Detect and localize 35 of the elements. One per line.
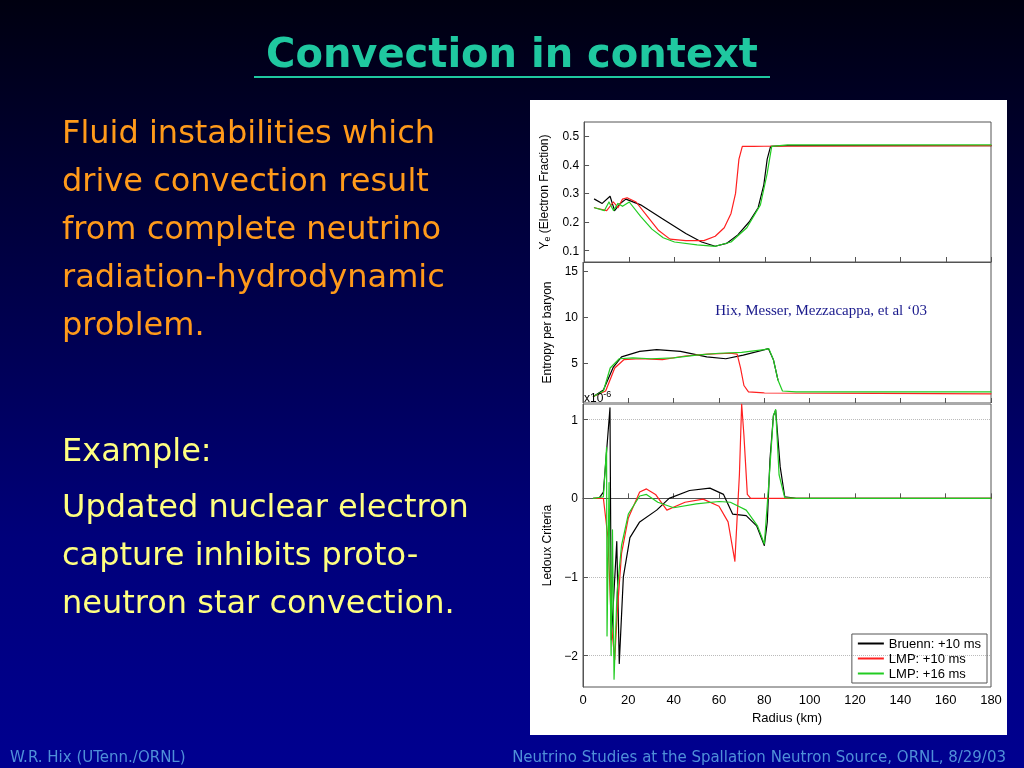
legend-label: LMP: +10 ms [888, 651, 967, 666]
x-tick-label: 100 [798, 692, 821, 707]
y-tick-label: −1 [564, 569, 579, 584]
y-axis-title: Ye (Electron Fraction) [537, 134, 552, 250]
y-tick-label: 0.1 [562, 243, 580, 258]
text: Updated nuclear electron capture inhibits proto-neutron star convection. [62, 486, 470, 623]
y-axis-title: Ledoux Criteria [540, 504, 554, 587]
text: W.R. Hix (UTenn./ORNL) [10, 748, 186, 766]
y-tick-label: 0.2 [562, 215, 580, 229]
text: Convection in context [254, 30, 770, 78]
legend-label: LMP: +16 ms [888, 666, 967, 681]
x-tick-label: 180 [980, 692, 1002, 707]
y-tick-label: 0.5 [562, 129, 580, 144]
y-tick-label: 5 [571, 356, 579, 371]
y-tick-label: 0.3 [562, 186, 580, 201]
annotation: Hix, Messer, Mezzacappa, et al ‘03 [715, 301, 927, 318]
text: Example: [62, 430, 213, 471]
x-tick-label: 40 [666, 692, 681, 707]
x-tick-label: 60 [711, 692, 727, 707]
x-tick-label: 140 [889, 692, 912, 707]
x-tick-label: 120 [844, 692, 866, 707]
x-tick-label: 20 [621, 692, 636, 707]
x-axis-title: Radius (km) [751, 710, 823, 725]
y-axis-title: Entropy per baryon [540, 281, 554, 384]
y-tick-label: −2 [564, 648, 579, 663]
x-tick-label: 160 [934, 692, 957, 707]
y-tick-label: 10 [564, 310, 579, 325]
x-tick-label: 80 [757, 692, 772, 707]
y-tick-label: 0 [571, 491, 579, 506]
y-tick-label: 1 [571, 412, 579, 427]
legend-label: Bruenn: +10 ms [888, 636, 982, 651]
y-tick-label: 0.4 [562, 157, 580, 172]
text: Neutrino Studies at the Spallation Neutron Source, ORNL, 8/29/03 [512, 748, 1006, 766]
text: Fluid instabilities which drive convection result from complete neutrino radiation-hydrodynamic problem. [62, 112, 446, 345]
y-tick-label: 15 [564, 264, 579, 279]
